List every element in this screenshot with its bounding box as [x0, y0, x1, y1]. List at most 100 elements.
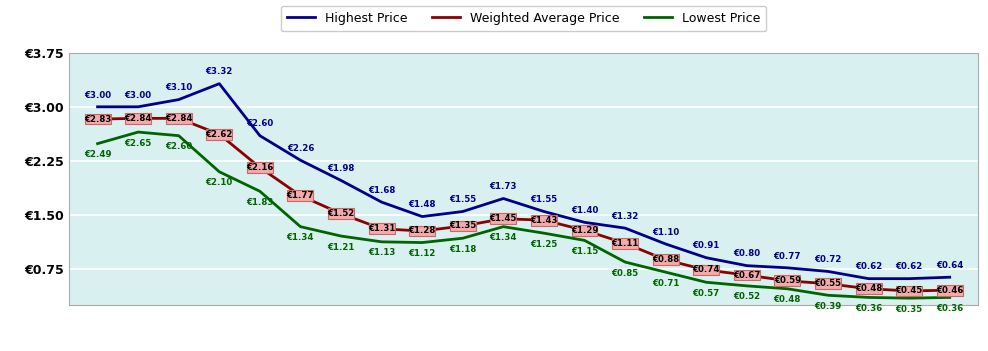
- FancyBboxPatch shape: [328, 208, 354, 219]
- Text: €1.35: €1.35: [450, 221, 476, 231]
- Text: €0.77: €0.77: [774, 252, 801, 260]
- Lowest Price: [294, 225, 306, 229]
- Lowest Price: [375, 240, 387, 244]
- FancyBboxPatch shape: [896, 285, 922, 296]
- Text: €0.39: €0.39: [814, 302, 842, 311]
- Text: €0.88: €0.88: [652, 256, 680, 264]
- Text: €1.68: €1.68: [368, 186, 395, 195]
- Highest Price: [538, 210, 550, 214]
- Lowest Price: [903, 296, 915, 300]
- Highest Price: [944, 275, 955, 279]
- Text: €0.74: €0.74: [693, 265, 720, 274]
- Weighted Average Price: [294, 193, 306, 198]
- FancyBboxPatch shape: [734, 270, 760, 280]
- Text: €1.55: €1.55: [531, 195, 557, 204]
- Lowest Price: [863, 295, 874, 299]
- Lowest Price: [456, 236, 468, 240]
- Text: €1.34: €1.34: [490, 233, 517, 242]
- Text: €0.80: €0.80: [733, 250, 761, 258]
- Weighted Average Price: [456, 224, 468, 228]
- Highest Price: [660, 242, 672, 246]
- Lowest Price: [92, 141, 104, 146]
- Text: €2.84: €2.84: [165, 114, 193, 123]
- Legend: Highest Price, Weighted Average Price, Lowest Price: Highest Price, Weighted Average Price, L…: [281, 6, 767, 31]
- Text: €1.10: €1.10: [652, 228, 680, 237]
- Highest Price: [456, 210, 468, 214]
- Lowest Price: [822, 293, 834, 297]
- Lowest Price: [619, 260, 631, 264]
- Lowest Price: [416, 240, 428, 245]
- Text: €1.25: €1.25: [531, 240, 557, 249]
- FancyBboxPatch shape: [694, 265, 719, 276]
- Text: €0.46: €0.46: [936, 286, 963, 295]
- Line: Highest Price: Highest Price: [98, 84, 949, 279]
- Text: €1.34: €1.34: [287, 233, 314, 242]
- Weighted Average Price: [579, 228, 591, 232]
- Line: Weighted Average Price: Weighted Average Price: [98, 118, 949, 291]
- Text: €2.26: €2.26: [287, 144, 314, 153]
- Lowest Price: [335, 234, 347, 238]
- Highest Price: [619, 226, 631, 230]
- Text: €2.84: €2.84: [124, 114, 152, 123]
- Lowest Price: [579, 238, 591, 243]
- Text: €0.62: €0.62: [855, 263, 882, 271]
- Lowest Price: [213, 170, 225, 174]
- Weighted Average Price: [254, 165, 266, 170]
- Text: €1.73: €1.73: [490, 182, 517, 191]
- Highest Price: [903, 277, 915, 281]
- Lowest Price: [741, 284, 753, 288]
- Text: €0.36: €0.36: [855, 304, 882, 313]
- FancyBboxPatch shape: [531, 215, 557, 226]
- Text: €1.52: €1.52: [327, 209, 355, 218]
- Text: €1.40: €1.40: [571, 206, 598, 215]
- Text: €2.65: €2.65: [124, 139, 152, 147]
- Text: €0.48: €0.48: [855, 284, 882, 293]
- Weighted Average Price: [741, 273, 753, 277]
- Text: €2.16: €2.16: [246, 163, 274, 172]
- FancyBboxPatch shape: [856, 283, 881, 294]
- FancyBboxPatch shape: [247, 162, 273, 173]
- FancyBboxPatch shape: [775, 276, 800, 286]
- FancyBboxPatch shape: [85, 114, 111, 125]
- Highest Price: [782, 266, 793, 270]
- Lowest Price: [782, 287, 793, 291]
- Weighted Average Price: [863, 287, 874, 291]
- Text: €0.85: €0.85: [612, 269, 638, 278]
- Highest Price: [335, 178, 347, 183]
- Highest Price: [741, 264, 753, 268]
- Highest Price: [213, 81, 225, 86]
- FancyBboxPatch shape: [937, 285, 962, 296]
- Text: €1.32: €1.32: [612, 212, 639, 221]
- FancyBboxPatch shape: [815, 278, 841, 289]
- Lowest Price: [497, 225, 509, 229]
- Text: €1.28: €1.28: [408, 226, 436, 236]
- Text: €1.98: €1.98: [327, 164, 355, 173]
- Text: €2.10: €2.10: [206, 178, 233, 187]
- FancyBboxPatch shape: [409, 226, 435, 237]
- Highest Price: [375, 200, 387, 204]
- Highest Price: [822, 269, 834, 273]
- Highest Price: [416, 214, 428, 219]
- Text: €0.52: €0.52: [733, 292, 761, 302]
- Text: €2.60: €2.60: [246, 119, 274, 128]
- Text: €0.45: €0.45: [895, 286, 923, 296]
- Text: €3.10: €3.10: [165, 84, 193, 92]
- Highest Price: [497, 197, 509, 201]
- Text: €0.72: €0.72: [814, 255, 842, 264]
- FancyBboxPatch shape: [369, 224, 394, 234]
- Weighted Average Price: [700, 268, 712, 272]
- Text: €1.11: €1.11: [612, 239, 639, 248]
- Highest Price: [863, 277, 874, 281]
- Highest Price: [92, 105, 104, 109]
- Text: €1.77: €1.77: [287, 191, 314, 200]
- Text: €1.48: €1.48: [408, 200, 436, 209]
- Line: Lowest Price: Lowest Price: [98, 132, 949, 298]
- Text: €3.00: €3.00: [124, 91, 152, 100]
- Lowest Price: [660, 270, 672, 274]
- FancyBboxPatch shape: [125, 113, 151, 124]
- Text: €0.55: €0.55: [814, 279, 842, 288]
- FancyBboxPatch shape: [653, 254, 679, 265]
- Text: €0.91: €0.91: [693, 241, 720, 251]
- Lowest Price: [254, 189, 266, 193]
- Weighted Average Price: [903, 289, 915, 293]
